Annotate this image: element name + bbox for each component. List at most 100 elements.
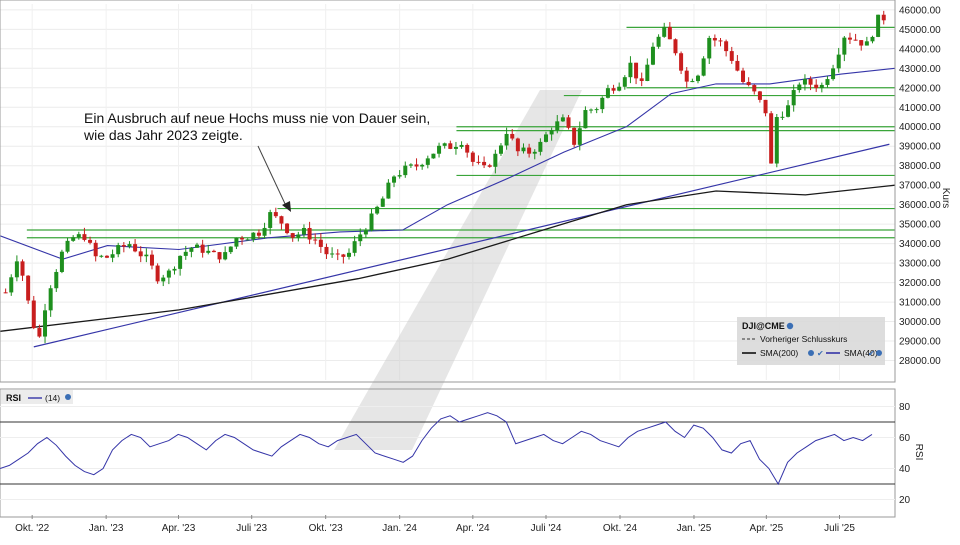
candle-body <box>31 300 36 329</box>
candle-body <box>363 230 368 235</box>
candle-body <box>774 117 779 164</box>
candle-body <box>200 244 205 253</box>
time-tick-label: Apr. '24 <box>456 523 490 534</box>
candle-body <box>369 213 374 231</box>
time-tick-label: Okt. '22 <box>15 523 50 534</box>
candle-body <box>26 275 31 301</box>
candle-body <box>217 252 222 260</box>
candle-body <box>65 240 70 252</box>
rsi-grid <box>0 406 895 500</box>
candle-body <box>797 84 802 91</box>
candle-body <box>819 84 824 89</box>
candle-body <box>251 232 256 240</box>
candle-body <box>448 143 453 149</box>
candle-body <box>695 75 700 82</box>
candle-body <box>718 40 723 42</box>
candle-body <box>470 152 475 162</box>
candle-body <box>842 37 847 55</box>
candle-body <box>498 145 503 154</box>
price-axis-ticks: 28000.00 29000.00 30000.00 31000.00 32000.00… <box>899 5 941 367</box>
candle-body <box>786 105 791 117</box>
candle-body <box>341 254 346 257</box>
legend-sma200-label: SMA(200) <box>760 348 798 358</box>
time-tick-label: Jan. '25 <box>677 523 712 534</box>
candle-body <box>88 239 93 243</box>
candle-body <box>262 227 267 236</box>
price-tick-label: 46000.00 <box>899 5 941 16</box>
candle-body <box>825 79 830 85</box>
legend-sma40-label: SMA(40) <box>844 348 878 358</box>
time-tick-label: Juli '23 <box>236 523 267 534</box>
candle-body <box>605 88 610 98</box>
price-tick-label: 31000.00 <box>899 298 941 309</box>
candle-body <box>352 241 357 253</box>
candle-body <box>746 81 751 86</box>
candle-body <box>802 78 807 85</box>
trendline <box>33 143 890 348</box>
candle-body <box>583 110 588 129</box>
candle-body <box>307 227 312 240</box>
candle-body <box>847 37 852 40</box>
candle-body <box>572 127 577 145</box>
candle-body <box>206 250 211 253</box>
candle-body <box>741 70 746 82</box>
candle-body <box>482 161 487 166</box>
candle-body <box>211 250 216 253</box>
candle-body <box>172 268 177 271</box>
sma200-settings-icon[interactable] <box>808 350 814 356</box>
time-tick-label: Okt. '23 <box>309 523 344 534</box>
candle-body <box>149 254 154 266</box>
candle-body <box>589 109 594 111</box>
candle-body <box>20 261 25 276</box>
candle-body <box>712 37 717 41</box>
sma40-check-icon[interactable]: ✔ <box>868 349 875 358</box>
candle-body <box>313 239 318 241</box>
candle-body <box>864 41 869 46</box>
candle-body <box>836 54 841 69</box>
price-tick-label: 38000.00 <box>899 161 941 172</box>
candle-body <box>279 216 284 224</box>
sma200-line <box>0 184 896 332</box>
candle-body <box>9 277 14 293</box>
candle-body <box>330 253 335 255</box>
rsi-tick-label: 40 <box>899 464 911 475</box>
globe-icon[interactable] <box>786 322 794 330</box>
time-tick-label: Jan. '24 <box>382 523 417 534</box>
candle-body <box>453 146 458 149</box>
rsi-tick-label: 20 <box>899 495 911 506</box>
candle-body <box>228 246 233 253</box>
sma40-settings-icon[interactable] <box>876 350 882 356</box>
candle-body <box>335 253 340 255</box>
candle-body <box>437 145 442 154</box>
price-tick-label: 29000.00 <box>899 337 941 348</box>
candle-body <box>662 26 667 37</box>
candle-body <box>459 144 464 147</box>
candle-body <box>166 270 171 278</box>
candle-body <box>442 143 447 146</box>
candle-body <box>144 254 149 257</box>
candle-body <box>189 247 194 252</box>
price-tick-label: 28000.00 <box>899 356 941 367</box>
legend-box: DJI@CME Vorheriger Schlusskurs SMA(200) … <box>737 317 885 365</box>
price-tick-label: 37000.00 <box>899 181 941 192</box>
candle-body <box>195 244 200 248</box>
rsi-tick-label: 60 <box>899 433 911 444</box>
candle-body <box>684 70 689 82</box>
candles <box>3 10 886 344</box>
candle-body <box>769 113 774 164</box>
candle-body <box>161 277 166 282</box>
candle-body <box>645 64 650 82</box>
sma200-check-icon[interactable]: ✔ <box>817 349 824 358</box>
candle-body <box>273 212 278 217</box>
candle-body <box>43 310 48 337</box>
price-tick-label: 35000.00 <box>899 220 941 231</box>
watermark-slash <box>334 90 582 450</box>
rsi-settings-icon[interactable] <box>65 394 71 400</box>
time-tick-label: Juli '24 <box>531 523 562 534</box>
candle-body <box>493 153 498 167</box>
candle-body <box>324 246 329 255</box>
candle-body <box>290 233 295 238</box>
price-tick-label: 42000.00 <box>899 83 941 94</box>
